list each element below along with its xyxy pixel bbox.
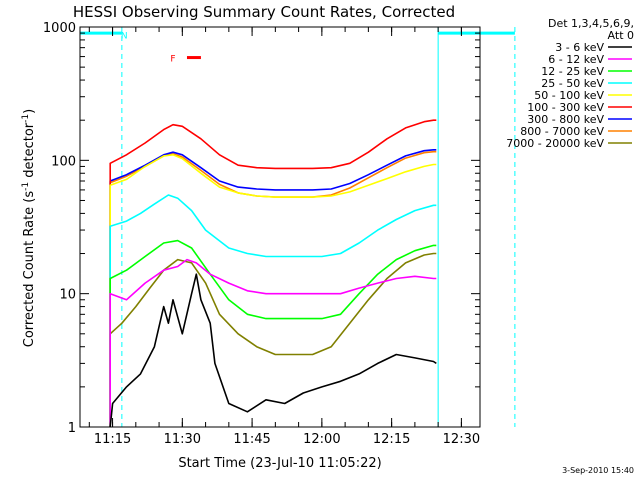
- y-tick-label: 10: [59, 288, 76, 303]
- series-line: [109, 150, 437, 427]
- legend-entry-label: 50 - 100 keV: [534, 89, 604, 102]
- y-tick-label: 1000: [43, 21, 76, 36]
- y-axis-label-mid: detector: [22, 122, 37, 182]
- legend-entry-label: 6 - 12 keV: [548, 53, 604, 66]
- x-tick-label: 12:15: [373, 432, 410, 447]
- legend-header-detectors: Det 1,3,4,5,6,9,: [548, 17, 634, 30]
- x-tick-label: 11:15: [94, 432, 131, 447]
- legend-header-attenuator: Att 0: [608, 29, 634, 42]
- chart-title: HESSI Observing Summary Count Rates, Cor…: [73, 3, 455, 21]
- series-line: [109, 194, 437, 427]
- series-line: [109, 252, 437, 427]
- legend-entry-label: 12 - 25 keV: [541, 65, 604, 78]
- x-tick-label: 12:00: [303, 432, 340, 447]
- y-tick-label: 1: [68, 421, 76, 436]
- y-axis-label-sup1: -1: [21, 182, 31, 191]
- series-line: [109, 149, 437, 427]
- y-axis-label-end: ): [22, 109, 37, 114]
- plot-frame: [79, 26, 481, 428]
- legend-entry-label: 7000 - 20000 keV: [506, 137, 604, 150]
- plot-area: NF: [79, 27, 516, 428]
- y-axis-label: Corrected Count Rate (s-1 detector-1): [21, 109, 37, 347]
- series-line: [109, 239, 437, 427]
- annotation-label: F: [170, 55, 175, 65]
- series-line: [109, 273, 437, 428]
- y-axis-label-main: Corrected Count Rate (s: [22, 191, 37, 348]
- legend-entry-label: 25 - 50 keV: [541, 77, 604, 90]
- y-axis-label-sup2: -1: [21, 114, 31, 123]
- series-line: [109, 258, 437, 427]
- series-line: [109, 154, 437, 427]
- axes: 1 10 100 1000 11:15 11:30 11:45 12:00 12:15 12:30: [43, 21, 480, 447]
- legend-entry-label: 3 - 6 keV: [555, 41, 604, 54]
- series-line: [109, 119, 437, 427]
- x-tick-label: 12:30: [443, 432, 480, 447]
- legend-entry-label: 300 - 800 keV: [527, 113, 604, 126]
- x-tick-label: 11:30: [164, 432, 201, 447]
- annotation-label: N: [121, 31, 128, 41]
- legend-entry-label: 100 - 300 keV: [527, 101, 604, 114]
- legend-entry-label: 800 - 7000 keV: [520, 125, 604, 138]
- y-tick-label: 100: [51, 154, 76, 169]
- x-axis-label: Start Time (23-Jul-10 11:05:22): [178, 456, 381, 471]
- x-tick-label: 11:45: [233, 432, 270, 447]
- timestamp: 3-Sep-2010 15:40: [562, 466, 634, 475]
